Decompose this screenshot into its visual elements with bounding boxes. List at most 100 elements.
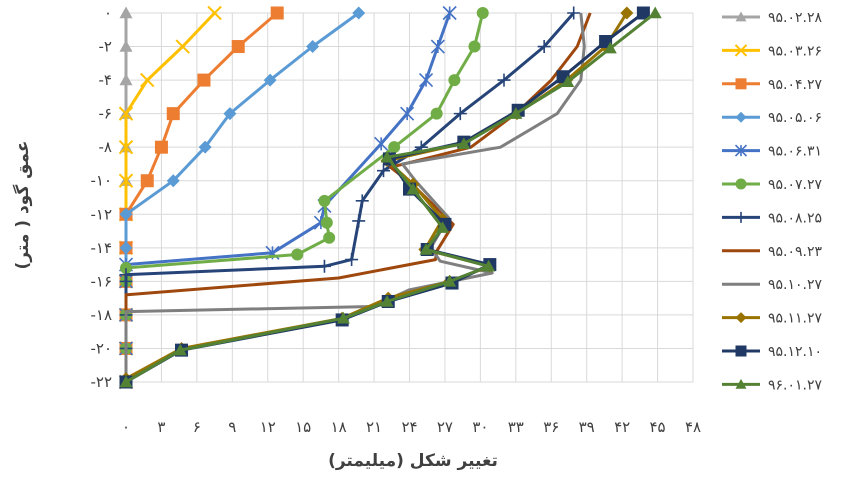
- y-tick-label: -۲: [99, 38, 112, 56]
- x-tick-label: ۳۳: [508, 418, 524, 436]
- data-point: [453, 107, 467, 121]
- series-line: [124, 12, 575, 382]
- series-line: [124, 12, 592, 382]
- legend-label: ۹۶.۰۱.۲۷: [768, 377, 822, 393]
- y-tick-label: -۲۲: [90, 373, 112, 391]
- series-line: [124, 12, 452, 382]
- legend-item: ۹۵.۰۷.۲۷: [722, 177, 822, 193]
- data-point: [443, 274, 457, 287]
- y-tick-label: -۱۶: [90, 272, 112, 290]
- legend-item: ۹۵.۰۳.۲۶: [722, 43, 822, 59]
- data-point: [734, 44, 748, 57]
- data-point: [270, 6, 284, 20]
- x-tick-label: ۲۷: [437, 418, 453, 436]
- legend-label: ۹۵.۱۲.۱۰: [768, 344, 822, 360]
- series-8: [124, 12, 592, 382]
- data-point: [175, 39, 190, 54]
- data-point: [197, 73, 211, 87]
- data-point: [476, 7, 489, 19]
- series-7: [119, 6, 581, 389]
- y-tick-label: -۴: [99, 71, 112, 89]
- x-axis-title: تغییر شکل (میلیمتر): [328, 451, 498, 471]
- series-line: [125, 11, 645, 384]
- x-tick-label: ۲۱: [366, 418, 382, 436]
- x-tick-label: ۴۵: [650, 418, 666, 436]
- data-point: [119, 6, 133, 19]
- x-tick-label: ۳۹: [579, 418, 595, 436]
- legend-label: ۹۵.۰۶.۳۱: [768, 144, 822, 160]
- data-point: [374, 136, 389, 151]
- series-11: [119, 6, 650, 389]
- data-point: [120, 261, 132, 274]
- legend-item: ۹۶.۰۱.۲۷: [722, 377, 822, 393]
- legend-item: ۹۵.۰۸.۲۵: [722, 210, 822, 226]
- y-axis-title: عمق گود ( متر): [12, 141, 33, 270]
- data-point: [118, 173, 134, 188]
- y-tick-label: -۲۰: [90, 339, 112, 357]
- legend-item: ۹۵.۱۲.۱۰: [722, 344, 822, 360]
- data-point: [735, 345, 747, 357]
- data-point: [336, 311, 350, 324]
- series-group: [118, 5, 662, 390]
- data-point: [735, 211, 747, 223]
- x-tick-label: ۳: [157, 418, 165, 436]
- legend-label: ۹۵.۰۷.۲۷: [768, 177, 822, 193]
- data-point: [352, 6, 366, 20]
- data-point: [509, 107, 523, 119]
- data-point: [317, 259, 331, 273]
- x-tick-label: ۰: [122, 418, 130, 436]
- data-point: [320, 216, 333, 229]
- x-tick-label: ۳۰: [472, 418, 488, 436]
- data-point: [119, 375, 133, 388]
- legend-item: ۹۵.۰۹.۲۳: [722, 244, 822, 260]
- data-point: [400, 106, 415, 121]
- data-point: [263, 73, 277, 87]
- y-tick-label: -۶: [99, 105, 112, 123]
- data-point: [636, 6, 650, 20]
- legend: ۹۵.۰۲.۲۸ ۹۵.۰۳.۲۶ ۹۵.۰۴.۲۷ ۹۵.۰۵.۰۶ ۹۵.۰۶.۳۱…: [722, 10, 822, 393]
- y-tick-label: -۱۴: [90, 239, 112, 257]
- data-point: [442, 5, 457, 21]
- data-point: [537, 40, 551, 54]
- data-point: [223, 107, 237, 121]
- x-axis-ticks: ۰ ۳ ۶ ۹ ۱۲ ۱۵ ۱۸ ۲۱ ۲۴ ۲۷ ۳۰ ۳۳ ۳۶ ۳۹ ۴۲ ۴۵ ۴۸: [122, 418, 701, 436]
- data-point: [457, 137, 471, 150]
- data-point: [380, 294, 394, 307]
- x-tick-label: ۹: [228, 418, 236, 436]
- data-point: [436, 221, 450, 233]
- data-point: [173, 343, 187, 356]
- data-point: [345, 253, 359, 267]
- data-point: [735, 78, 747, 90]
- data-point: [603, 41, 617, 54]
- data-point: [323, 231, 336, 244]
- x-tick-label: ۱۸: [331, 418, 347, 436]
- data-point: [119, 40, 133, 52]
- legend-label: ۹۵.۰۹.۲۳: [768, 244, 822, 260]
- data-point: [735, 178, 747, 190]
- data-point: [567, 6, 581, 20]
- series-3: [119, 6, 284, 389]
- data-point: [207, 5, 222, 21]
- series-line: [125, 11, 657, 384]
- data-point: [735, 11, 747, 22]
- legend-label: ۹۵.۰۲.۲۸: [768, 10, 822, 26]
- data-point: [118, 106, 134, 121]
- data-point: [291, 248, 304, 261]
- data-point: [430, 39, 445, 54]
- data-point: [648, 6, 662, 19]
- data-point: [118, 139, 134, 155]
- data-point: [482, 259, 496, 272]
- data-point: [430, 107, 443, 120]
- data-point: [318, 194, 331, 207]
- data-point: [418, 73, 434, 88]
- data-point: [380, 150, 394, 163]
- data-point: [388, 141, 401, 154]
- data-point: [406, 182, 420, 195]
- series-12: [119, 6, 662, 388]
- data-point: [620, 6, 634, 20]
- x-tick-label: ۲۴: [401, 418, 417, 436]
- x-tick-label: ۱۵: [295, 418, 311, 436]
- data-point: [735, 378, 747, 389]
- y-tick-label: -۱۰: [90, 172, 112, 190]
